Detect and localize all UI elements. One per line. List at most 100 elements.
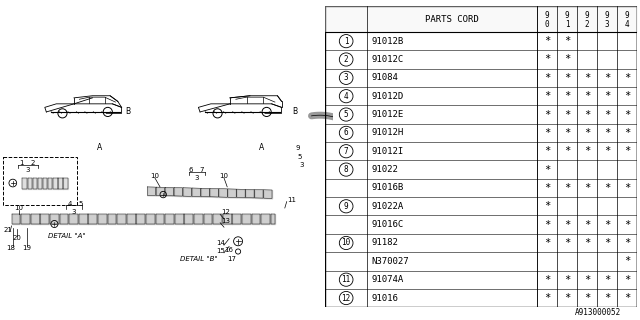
Text: 20: 20 [13, 235, 22, 241]
Text: *: * [584, 128, 590, 138]
Text: *: * [564, 54, 570, 65]
Text: *: * [544, 54, 550, 65]
Text: *: * [544, 275, 550, 285]
Text: 5: 5 [298, 154, 302, 160]
Text: 91012H: 91012H [372, 128, 404, 137]
Text: *: * [544, 91, 550, 101]
Text: *: * [604, 146, 610, 156]
Text: *: * [544, 164, 550, 175]
Bar [3, 157, 77, 205]
Text: *: * [564, 73, 570, 83]
Text: A913000052: A913000052 [575, 308, 621, 317]
Text: 9: 9 [344, 202, 348, 211]
Text: 17: 17 [227, 256, 236, 262]
Text: 5: 5 [78, 201, 83, 206]
Text: 16: 16 [224, 247, 233, 252]
Text: *: * [544, 146, 550, 156]
Text: N370027: N370027 [372, 257, 410, 266]
Text: *: * [564, 220, 570, 230]
Text: 91022A: 91022A [372, 202, 404, 211]
Text: 7: 7 [200, 167, 204, 172]
Text: *: * [624, 238, 630, 248]
Text: B: B [292, 108, 297, 116]
Text: 2: 2 [344, 55, 348, 64]
Text: 6: 6 [189, 167, 193, 172]
Text: 0: 0 [545, 20, 549, 29]
Text: 14: 14 [216, 240, 225, 246]
Text: 10: 10 [342, 238, 351, 247]
Text: 3: 3 [194, 175, 199, 181]
Text: *: * [624, 275, 630, 285]
Text: *: * [564, 91, 570, 101]
Text: 10: 10 [14, 205, 23, 211]
Text: *: * [584, 238, 590, 248]
Text: *: * [564, 36, 570, 46]
Text: *: * [564, 128, 570, 138]
Text: *: * [584, 220, 590, 230]
Text: *: * [544, 183, 550, 193]
Text: *: * [564, 293, 570, 303]
Text: 9: 9 [545, 11, 549, 20]
Text: DETAIL "A": DETAIL "A" [49, 233, 86, 238]
Text: *: * [584, 73, 590, 83]
Text: *: * [564, 183, 570, 193]
Text: 9: 9 [584, 11, 589, 20]
Text: *: * [604, 183, 610, 193]
Text: 15: 15 [216, 248, 225, 254]
Text: A: A [97, 143, 102, 152]
Text: *: * [544, 238, 550, 248]
Text: 1: 1 [344, 37, 348, 46]
Text: 9: 9 [625, 11, 629, 20]
Text: B: B [125, 108, 131, 116]
Text: 3: 3 [300, 162, 304, 168]
Text: 3: 3 [26, 167, 31, 172]
Text: *: * [564, 109, 570, 120]
Text: *: * [624, 91, 630, 101]
Text: 19: 19 [22, 245, 31, 251]
Text: 9: 9 [564, 11, 570, 20]
Text: *: * [584, 275, 590, 285]
Text: *: * [544, 293, 550, 303]
Text: 1: 1 [19, 160, 24, 166]
Text: 91022: 91022 [372, 165, 399, 174]
Text: *: * [544, 109, 550, 120]
Text: 10: 10 [220, 173, 228, 179]
Text: 18: 18 [6, 245, 15, 251]
Text: 3: 3 [71, 209, 76, 215]
Text: 11: 11 [342, 275, 351, 284]
Text: *: * [604, 293, 610, 303]
Text: *: * [604, 73, 610, 83]
Text: *: * [604, 91, 610, 101]
Text: *: * [544, 201, 550, 211]
Text: *: * [604, 275, 610, 285]
Text: 13: 13 [221, 218, 230, 224]
Text: *: * [544, 73, 550, 83]
Text: *: * [624, 128, 630, 138]
Text: A: A [259, 143, 264, 152]
Text: PARTS CORD: PARTS CORD [425, 15, 479, 24]
Text: *: * [584, 146, 590, 156]
Text: 91012E: 91012E [372, 110, 404, 119]
Text: 12: 12 [342, 293, 351, 302]
Text: 91012D: 91012D [372, 92, 404, 101]
Text: *: * [604, 128, 610, 138]
Text: *: * [624, 73, 630, 83]
Text: 91074A: 91074A [372, 275, 404, 284]
Text: 91016: 91016 [372, 293, 399, 302]
Text: 91012I: 91012I [372, 147, 404, 156]
Text: *: * [624, 109, 630, 120]
Text: 7: 7 [344, 147, 348, 156]
Text: *: * [624, 256, 630, 266]
Text: 3: 3 [344, 73, 348, 82]
Text: *: * [564, 275, 570, 285]
Text: 2: 2 [31, 160, 35, 166]
Text: *: * [584, 183, 590, 193]
Text: *: * [604, 238, 610, 248]
Text: 6: 6 [344, 128, 348, 137]
Text: *: * [624, 146, 630, 156]
Text: *: * [584, 91, 590, 101]
Text: 12: 12 [221, 210, 230, 215]
Text: 11: 11 [287, 197, 296, 203]
Text: 4: 4 [67, 201, 72, 206]
Text: 9: 9 [296, 146, 300, 151]
